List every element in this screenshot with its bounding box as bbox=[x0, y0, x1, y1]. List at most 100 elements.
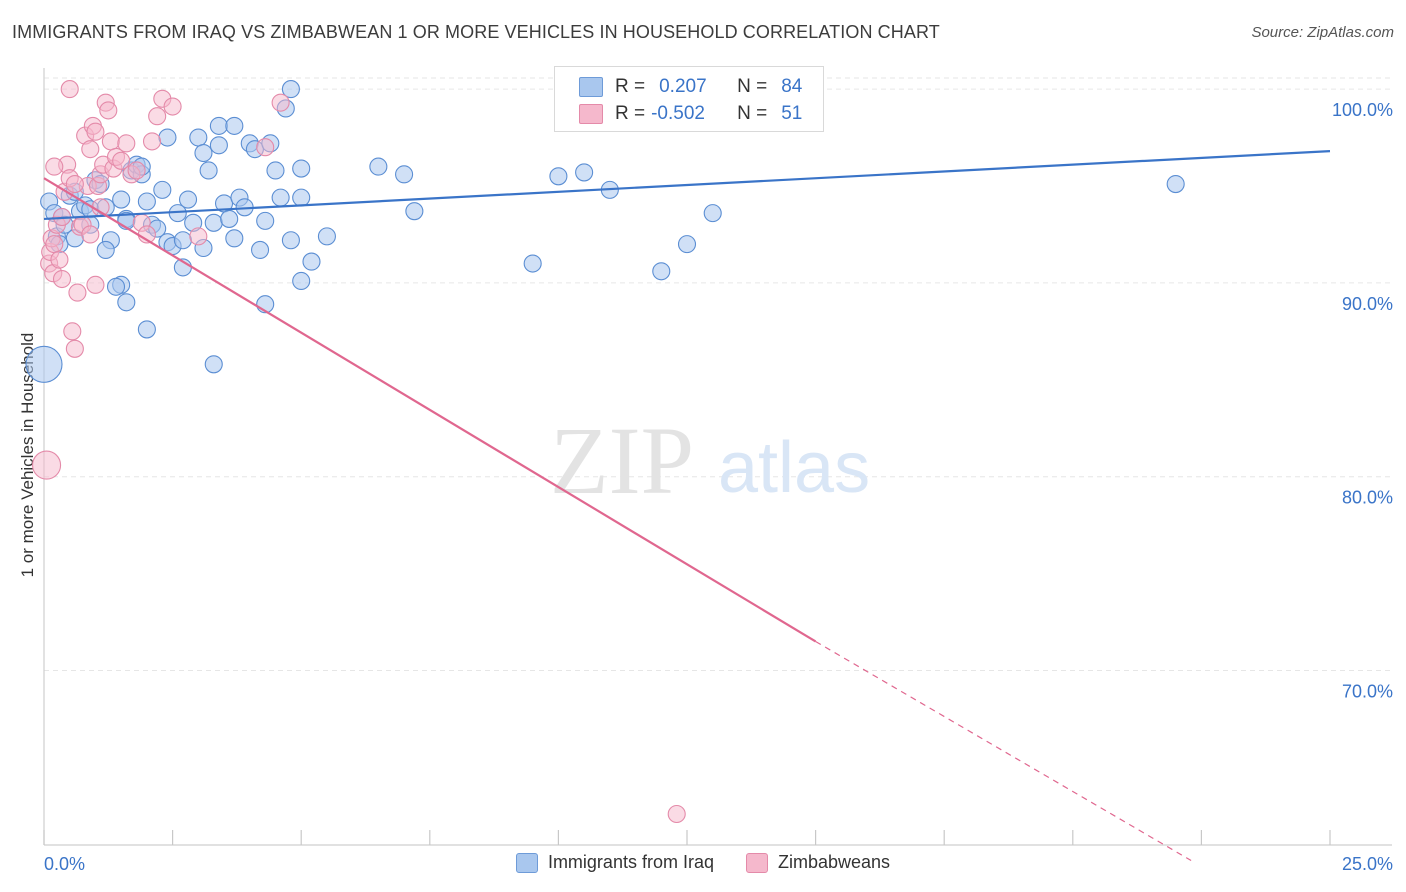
data-point-zimbabweans bbox=[101, 132, 120, 151]
data-point-iraq bbox=[158, 128, 177, 147]
data-point-iraq bbox=[220, 209, 239, 228]
legend-swatch-zimbabweans bbox=[745, 852, 768, 873]
data-point-zimbabweans bbox=[45, 157, 64, 176]
data-point-iraq bbox=[302, 252, 321, 271]
data-point-zimbabweans bbox=[148, 107, 167, 126]
x-tick-label-max: 25.0% bbox=[1342, 854, 1393, 874]
data-point-iraq bbox=[250, 240, 270, 260]
data-point-iraq bbox=[677, 235, 697, 254]
legend-item-iraq[interactable]: Immigrants from Iraq bbox=[515, 852, 714, 873]
legend-swatch-pink bbox=[579, 104, 603, 124]
watermark-atlas: atlas bbox=[718, 428, 870, 508]
data-point-zimbabweans bbox=[117, 134, 136, 153]
correlation-legend: R = 0.207 N = 84 R = -0.502 N = 51 bbox=[554, 66, 824, 132]
data-point-iraq bbox=[204, 213, 223, 232]
data-point-iraq bbox=[137, 192, 156, 211]
data-point-iraq bbox=[703, 204, 722, 223]
data-point-iraq bbox=[549, 167, 568, 186]
data-point-iraq bbox=[153, 180, 172, 199]
data-point-iraq bbox=[1166, 174, 1185, 194]
source-note: Source: ZipAtlas.com bbox=[1251, 24, 1394, 41]
data-point-zimbabweans bbox=[63, 322, 82, 341]
y-tick-label: 90.0% bbox=[1342, 294, 1393, 314]
data-point-zimbabweans bbox=[256, 138, 275, 157]
data-point-zimbabweans bbox=[45, 235, 64, 254]
data-point-zimbabweans bbox=[32, 450, 62, 480]
data-point-zimbabweans bbox=[68, 283, 87, 302]
data-point-zimbabweans bbox=[163, 97, 182, 116]
data-point-zimbabweans bbox=[99, 101, 118, 120]
legend-swatch-iraq bbox=[515, 852, 538, 873]
tick-labels: 100.0% 90.0% 80.0% 70.0% 0.0% 25.0% bbox=[44, 100, 1393, 874]
data-point-iraq bbox=[194, 143, 213, 163]
data-point-iraq bbox=[225, 116, 244, 135]
data-point-iraq bbox=[281, 231, 300, 250]
data-point-zimbabweans bbox=[65, 174, 84, 194]
data-point-zimbabweans bbox=[271, 93, 290, 112]
data-point-iraq bbox=[209, 136, 228, 155]
data-point-iraq bbox=[395, 165, 414, 184]
data-point-zimbabweans bbox=[667, 804, 686, 824]
x-tick-label-min: 0.0% bbox=[44, 854, 85, 874]
trend-line-zimbabweans-extension bbox=[815, 640, 1192, 862]
data-point-iraq bbox=[178, 190, 198, 209]
data-point-zimbabweans bbox=[142, 132, 162, 151]
trend-line-iraq bbox=[43, 150, 1331, 221]
y-tick-label: 70.0% bbox=[1342, 682, 1393, 702]
legend-item-zimbabweans[interactable]: Zimbabweans bbox=[745, 852, 891, 873]
trend-lines bbox=[43, 150, 1331, 862]
legend-n-label: N = bbox=[737, 103, 768, 124]
data-point-zimbabweans bbox=[50, 250, 69, 269]
data-point-iraq bbox=[173, 231, 192, 250]
y-tick-label: 100.0% bbox=[1332, 100, 1393, 120]
data-point-zimbabweans bbox=[112, 151, 131, 170]
data-point-zimbabweans bbox=[86, 122, 105, 141]
data-point-iraq bbox=[281, 80, 300, 99]
series-legend: Immigrants from Iraq Zimbabweans bbox=[0, 852, 1406, 873]
data-point-iraq bbox=[369, 157, 388, 176]
data-point-iraq bbox=[199, 161, 218, 180]
data-point-iraq bbox=[112, 190, 131, 209]
data-point-iraq bbox=[204, 355, 223, 374]
legend-r-label: R = bbox=[615, 76, 646, 97]
data-point-iraq bbox=[292, 271, 311, 291]
data-point-iraq bbox=[292, 188, 311, 207]
legend-n-value-zimbabweans: 51 bbox=[781, 103, 803, 124]
data-point-iraq bbox=[189, 128, 208, 147]
data-point-zimbabweans bbox=[189, 227, 208, 246]
data-point-iraq bbox=[523, 254, 542, 273]
trend-line-zimbabweans bbox=[43, 177, 817, 643]
legend-swatch-blue bbox=[579, 77, 603, 97]
legend-row-iraq: R = 0.207 N = 84 bbox=[579, 74, 802, 100]
legend-label-zimbabweans: Zimbabweans bbox=[777, 852, 891, 872]
series-zimbabweans-points bbox=[32, 80, 686, 824]
watermark-zip: ZIP bbox=[550, 407, 694, 514]
legend-n-label: N = bbox=[737, 76, 768, 97]
data-point-iraq bbox=[117, 293, 136, 312]
data-point-iraq bbox=[225, 229, 244, 248]
legend-r-label: R = bbox=[615, 103, 646, 124]
legend-r-value-zimbabweans: -0.502 bbox=[651, 103, 705, 124]
y-tick-label: 80.0% bbox=[1342, 488, 1393, 508]
data-point-iraq bbox=[266, 161, 285, 180]
data-point-iraq bbox=[25, 345, 63, 383]
data-point-iraq bbox=[256, 211, 275, 230]
data-point-zimbabweans bbox=[60, 80, 79, 99]
legend-label-iraq: Immigrants from Iraq bbox=[547, 852, 714, 872]
legend-n-value-iraq: 84 bbox=[781, 76, 803, 97]
legend-row-zimbabweans: R = -0.502 N = 51 bbox=[579, 101, 802, 127]
data-point-iraq bbox=[317, 227, 336, 246]
data-point-zimbabweans bbox=[81, 225, 100, 244]
data-point-iraq bbox=[405, 202, 424, 221]
data-point-iraq bbox=[106, 277, 126, 296]
data-point-iraq bbox=[209, 116, 228, 135]
data-point-zimbabweans bbox=[86, 275, 105, 294]
data-point-iraq bbox=[96, 240, 115, 260]
data-point-iraq bbox=[575, 163, 594, 182]
legend-r-value-iraq: 0.207 bbox=[659, 76, 707, 97]
data-point-iraq bbox=[292, 159, 311, 178]
chart-title: IMMIGRANTS FROM IRAQ VS ZIMBABWEAN 1 OR … bbox=[12, 22, 940, 42]
data-point-iraq bbox=[652, 262, 671, 281]
data-point-zimbabweans bbox=[127, 161, 146, 180]
